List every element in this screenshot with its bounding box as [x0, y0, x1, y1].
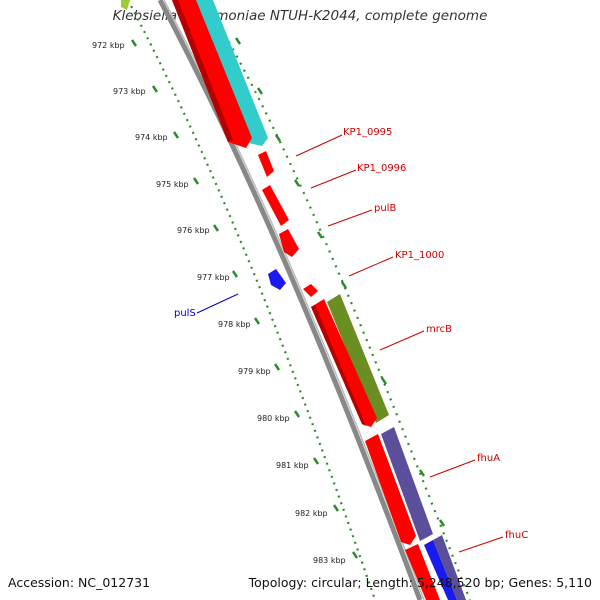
gene-feature-mrcb [311, 299, 377, 427]
gene-feature-mrcb-shadow [311, 305, 366, 426]
gene-label-fhua: fhuA [477, 453, 500, 464]
gene-feature-green-top [121, 0, 130, 10]
footer-topology: Topology: circular; Length: 5,248,520 bp… [248, 575, 592, 590]
gene-label-puls: pulS [174, 308, 196, 319]
gene-feature-slate [381, 427, 433, 541]
ruler-label: 982 kbp [295, 509, 328, 518]
ruler-label: 977 kbp [197, 273, 230, 282]
gene-feature-blue-bottom [424, 540, 457, 600]
ruler-label: 983 kbp [313, 556, 346, 565]
gene-feature-pulb [279, 229, 299, 257]
gene-label-fhuc: fhuC [505, 530, 528, 541]
gene-feature-kp1-0995-shadow [172, 0, 233, 142]
gene-feature-fhua [365, 434, 416, 545]
ruler-major-ticks [130, 39, 359, 559]
gene-feature-kp1-1000 [303, 284, 318, 297]
gene-feature-puls [268, 269, 286, 290]
ruler-label: 972 kbp [92, 41, 125, 50]
gene-feature-fhuc [405, 544, 440, 600]
gene-feature-kp1-0996 [258, 151, 274, 177]
gene-label-pulb: pulB [374, 203, 396, 214]
ruler-label: 975 kbp [156, 180, 189, 189]
gene-label-kp1-0996: KP1_0996 [357, 163, 406, 174]
ruler-label: 974 kbp [135, 133, 168, 142]
ruler-label: 973 kbp [113, 87, 146, 96]
leader-lines [196, 134, 504, 553]
gene-label-kp1-1000: KP1_1000 [395, 250, 444, 261]
gene-label-kp1-0995: KP1_0995 [343, 127, 392, 138]
outer-ticks [234, 37, 446, 527]
ruler-label: 980 kbp [257, 414, 290, 423]
ruler-label: 979 kbp [238, 367, 271, 376]
footer-accession: Accession: NC_012731 [8, 575, 151, 590]
ruler-label: 976 kbp [177, 226, 210, 235]
gene-feature-slate-bottom [433, 535, 466, 600]
ruler-label: 978 kbp [218, 320, 251, 329]
gene-feature-olive [327, 294, 389, 423]
ruler-labels: 972 kbp 973 kbp 974 kbp 975 kbp 976 kbp … [92, 41, 346, 565]
ruler-outer-track [204, 0, 472, 600]
gene-feature-kp1-0996b [262, 185, 289, 226]
gene-labels: KP1_0995 KP1_0996 pulB KP1_1000 pulS mrc… [174, 127, 528, 541]
ruler-label: 981 kbp [276, 461, 309, 470]
gene-label-mrcb: mrcB [426, 324, 452, 335]
ruler-inner-track [127, 0, 377, 600]
genome-backbone [157, 0, 423, 600]
